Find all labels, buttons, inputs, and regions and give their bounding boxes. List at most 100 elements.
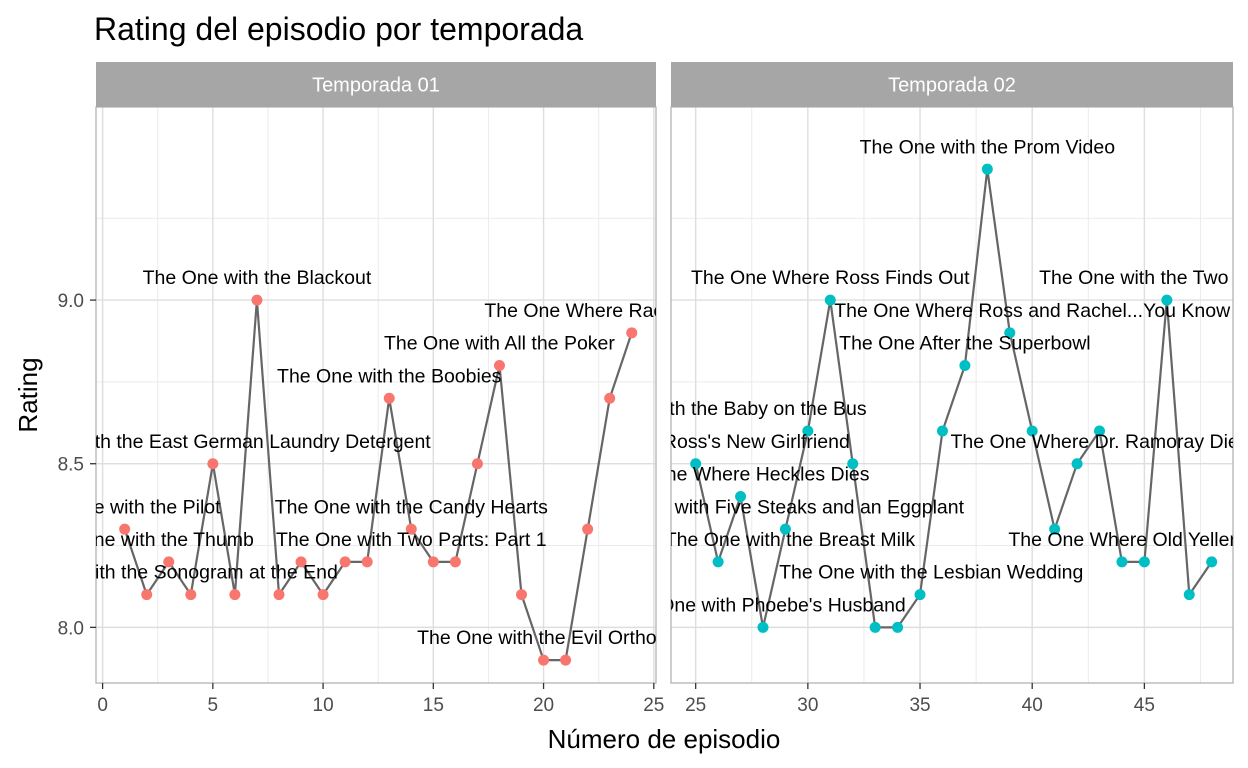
x-tick-label: 45	[1134, 695, 1155, 716]
data-point	[847, 458, 859, 470]
data-point	[892, 621, 904, 633]
chart-title: Rating del episodio por temporada	[94, 11, 583, 47]
data-point	[493, 360, 505, 372]
strip-label: Temporada 01	[312, 75, 440, 97]
episode-label: The One with the Prom Video	[860, 136, 1116, 158]
data-point	[1026, 425, 1038, 437]
x-tick-label: 35	[909, 695, 930, 716]
episode-label: The One with the Blackout	[143, 267, 372, 289]
panel-background	[96, 107, 656, 683]
episode-label: The One with the Boobies	[277, 365, 502, 387]
data-point	[185, 589, 197, 601]
episode-label: The One Where Heckles Dies	[612, 464, 870, 486]
x-tick-label: 10	[313, 695, 334, 716]
data-point	[295, 556, 307, 568]
strip-background	[96, 62, 656, 107]
episode-label: The One with the Candy Hearts	[275, 496, 548, 518]
panel-background	[671, 107, 1233, 683]
x-tick-label: 25	[685, 695, 706, 716]
strip-label: Temporada 02	[888, 75, 1016, 97]
data-point	[712, 556, 724, 568]
data-point	[981, 163, 993, 175]
panel-data: The One with Ross's New Girlfriend The On…	[542, 136, 1248, 633]
data-point	[735, 490, 747, 502]
x-tick-label: 25	[643, 695, 664, 716]
episode-label: The One with the Two Parties	[1039, 267, 1248, 289]
y-tick-label: 8.5	[58, 455, 84, 476]
data-point	[471, 458, 483, 470]
data-point	[361, 556, 373, 568]
episode-label: The One Where Dr. Ramoray Dies	[951, 431, 1248, 453]
data-point	[1094, 425, 1106, 437]
data-point	[757, 621, 769, 633]
data-point	[1116, 556, 1128, 568]
data-point	[690, 458, 702, 470]
data-point	[959, 360, 971, 372]
episode-label: The One with Ross's New Girlfriend	[542, 431, 850, 453]
data-point	[538, 654, 550, 666]
episode-label: The One with the Breast Milk	[665, 529, 916, 551]
x-axis-title: Número de episodio	[548, 724, 781, 754]
data-point	[207, 458, 219, 470]
data-point	[560, 654, 572, 666]
data-point	[339, 556, 351, 568]
x-tick-label: 30	[797, 695, 818, 716]
x-tick-label: 15	[423, 695, 444, 716]
data-point	[626, 327, 638, 339]
data-point	[802, 425, 814, 437]
panel-data: The One with the Pilot The One with the T…	[0, 267, 779, 666]
data-point	[405, 523, 417, 535]
data-point	[229, 589, 241, 601]
data-point	[1206, 556, 1218, 568]
episode-label: The One with the Pilot	[29, 496, 221, 518]
data-point	[383, 392, 395, 404]
data-point	[427, 556, 439, 568]
data-point	[516, 589, 528, 601]
episode-label: The One with the Sonogram at the End	[0, 562, 338, 584]
data-point	[604, 392, 616, 404]
episode-label: The One with the Lesbian Wedding	[779, 562, 1083, 584]
data-point	[1004, 327, 1016, 339]
episode-label: The One with Five Steaks and an Eggplant	[593, 496, 964, 518]
data-point	[141, 589, 153, 601]
data-point	[449, 556, 461, 568]
y-tick-label: 9.0	[58, 291, 84, 312]
data-point	[1161, 294, 1173, 306]
data-point	[163, 556, 175, 568]
data-point	[869, 621, 881, 633]
data-point	[251, 294, 263, 306]
episode-label: The One with the Evil Orthodontist	[417, 627, 715, 649]
episode-label: The One with the East German Laundry Det…	[0, 431, 431, 453]
episode-label: The One with Phoebe's Husband	[620, 594, 906, 616]
episode-label: The One with All the Poker	[384, 333, 615, 355]
data-point	[1049, 523, 1061, 535]
data-point	[119, 523, 131, 535]
data-point	[824, 294, 836, 306]
x-tick-label: 40	[1022, 695, 1043, 716]
y-tick-label: 8.0	[58, 618, 84, 639]
data-point	[779, 523, 791, 535]
panel-2: Temporada 02 25 30 35 40 45 The One with Ross'…	[542, 62, 1248, 716]
episode-label: The One with the Baby on the Bus	[570, 398, 867, 420]
episode-label: The One with Two Parts: Part 1	[276, 529, 547, 551]
episode-label: The One After the Superbowl	[839, 333, 1090, 355]
episode-label: The One with the Thumb	[40, 529, 254, 551]
episode-label: The One Where Ross and Rachel...You Know	[834, 300, 1231, 322]
episode-label: The One Where Ross Finds Out	[691, 267, 970, 289]
data-point	[936, 425, 948, 437]
data-point	[1183, 589, 1195, 601]
data-point	[582, 523, 594, 535]
data-point	[317, 589, 329, 601]
x-tick-label: 0	[97, 695, 108, 716]
episode-label: The One Where Old Yeller Dies	[1008, 529, 1248, 551]
y-axis-title: Rating	[13, 357, 43, 432]
data-point	[1138, 556, 1150, 568]
x-tick-label: 20	[533, 695, 554, 716]
episode-label: The One Where Rachel Finds Out	[484, 300, 779, 322]
strip-background	[671, 62, 1233, 107]
data-point	[1071, 458, 1083, 470]
data-point	[273, 589, 285, 601]
